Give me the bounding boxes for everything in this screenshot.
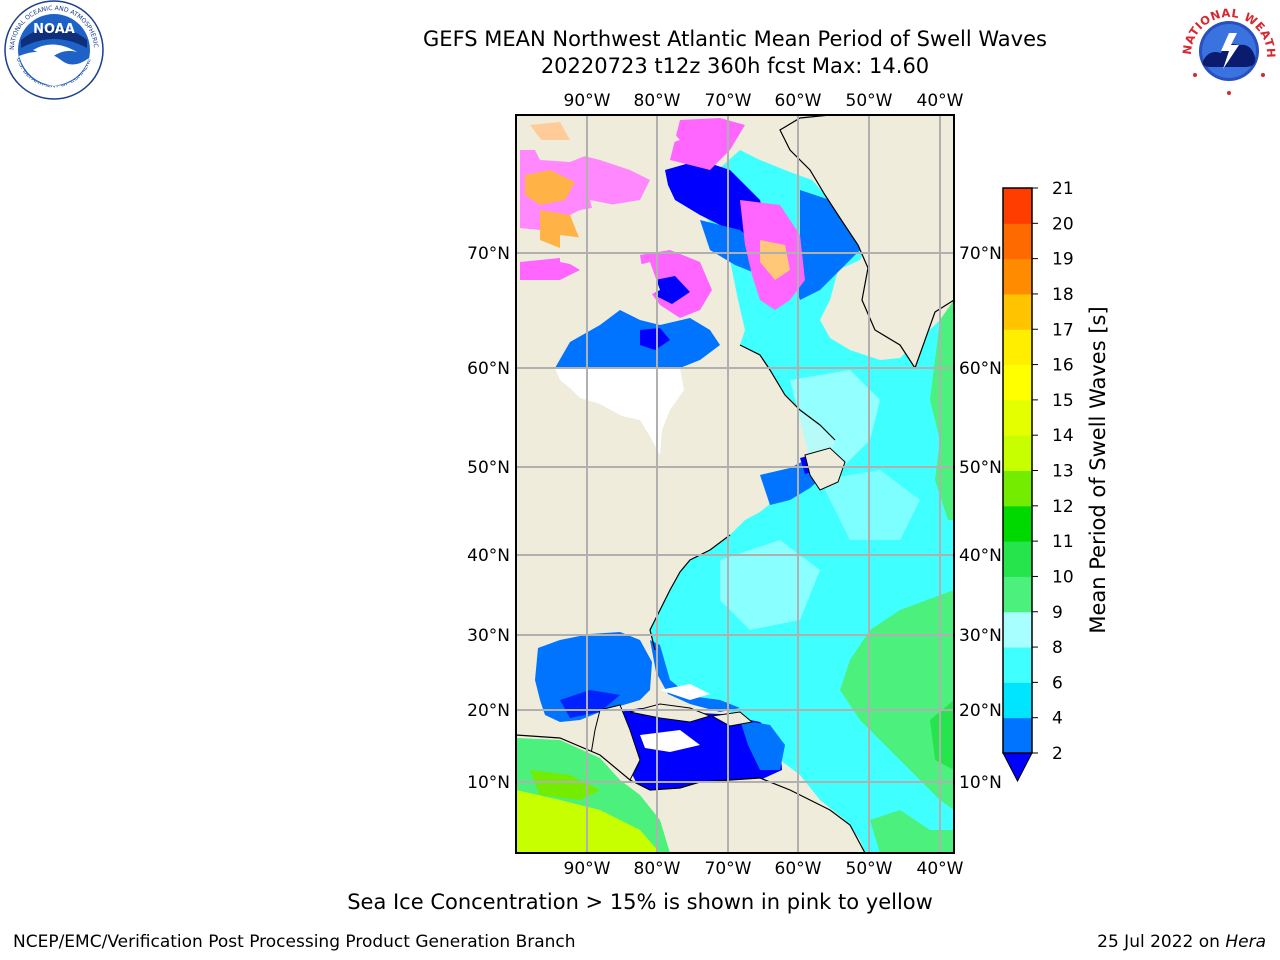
colorbar-tick-label: 19 [1052, 250, 1074, 270]
colorbar-cell [1003, 364, 1032, 401]
lat-label: 70°N [467, 244, 510, 264]
colorbar-tick-label: 9 [1052, 603, 1063, 623]
lon-label: 40°W [917, 91, 964, 111]
colorbar-cells [1003, 188, 1032, 754]
lat-label: 50°N [959, 458, 1002, 478]
sea-ice-note: Sea Ice Concentration > 15% is shown in … [347, 890, 933, 914]
colorbar-cell [1003, 293, 1032, 330]
colorbar-tick-label: 15 [1052, 391, 1074, 411]
colorbar-cell [1003, 258, 1032, 295]
colorbar-cell [1003, 647, 1032, 683]
colorbar-tick-label: 11 [1052, 532, 1074, 552]
right-latitude-labels: 70°N 60°N 50°N 40°N 30°N 20°N 10°N [959, 244, 1002, 793]
colorbar-cell [1003, 576, 1032, 613]
colorbar-tick-label: 10 [1052, 567, 1074, 587]
lon-label: 90°W [564, 91, 611, 111]
colorbar-tick-label: 12 [1052, 497, 1074, 517]
colorbar-cell [1003, 223, 1032, 260]
colorbar-tick-label: 16 [1052, 356, 1074, 376]
noaa-logo: NATIONAL OCEANIC AND ATMOSPHERIC ADMINIS… [3, 0, 104, 100]
bottom-longitude-labels: 90°W 80°W 70°W 60°W 50°W 40°W [564, 859, 964, 879]
colorbar-cell [1003, 399, 1032, 436]
map-frame [515, 114, 955, 854]
lat-label: 40°N [959, 546, 1002, 566]
colorbar-tick-label: 13 [1052, 462, 1074, 482]
lon-label: 60°W [775, 91, 822, 111]
colorbar-cell [1003, 435, 1032, 471]
colorbar: 2 4 6 8 9 10 11 12 13 14 15 16 17 18 19 20 21 [1002, 179, 1074, 783]
colorbar-tick-label: 6 [1052, 673, 1063, 693]
colorbar-cell [1003, 329, 1032, 366]
host-name: Hera [1225, 932, 1266, 952]
colorbar-tick-label: 17 [1052, 320, 1074, 340]
run-date: 25 Jul 2022 on Hera [1097, 932, 1266, 952]
lat-label: 20°N [467, 701, 510, 721]
lat-label: 70°N [959, 244, 1002, 264]
map-field [516, 115, 954, 853]
lat-label: 60°N [467, 359, 510, 379]
lat-label: 30°N [467, 626, 510, 646]
lon-label: 70°W [705, 859, 752, 879]
lat-label: 30°N [959, 626, 1002, 646]
lon-label: 80°W [634, 859, 681, 879]
colorbar-cell [1003, 505, 1032, 542]
colorbar-label: Mean Period of Swell Waves [s] [1086, 306, 1110, 634]
colorbar-cell [1003, 188, 1032, 224]
map-title: GEFS MEAN Northwest Atlantic Mean Period… [423, 27, 1047, 51]
lon-label: 90°W [564, 859, 611, 879]
lon-label: 40°W [917, 859, 964, 879]
lat-label: 10°N [467, 773, 510, 793]
lon-label: 50°W [846, 859, 893, 879]
colorbar-tick-label: 21 [1052, 179, 1074, 199]
colorbar-cell [1003, 470, 1032, 507]
lon-label: 50°W [846, 91, 893, 111]
colorbar-tick-label: 14 [1052, 426, 1074, 446]
noaa-logo-text: NOAA [33, 22, 75, 37]
colorbar-under-arrow [1002, 752, 1033, 783]
lat-label: 40°N [467, 546, 510, 566]
colorbar-ticks: 2 4 6 8 9 10 11 12 13 14 15 16 17 18 19 20 21 [1032, 179, 1074, 764]
producer-credit: NCEP/EMC/Verification Post Processing Pr… [13, 932, 576, 952]
colorbar-tick-label: 8 [1052, 638, 1063, 658]
colorbar-cell [1003, 611, 1032, 648]
map-gridlines [516, 115, 954, 853]
run-date-text: 25 Jul 2022 on [1097, 932, 1220, 952]
lat-label: 50°N [467, 458, 510, 478]
colorbar-cell [1003, 682, 1032, 719]
colorbar-tick-label: 18 [1052, 285, 1074, 305]
left-latitude-labels: 70°N 60°N 50°N 40°N 30°N 20°N 10°N [467, 244, 510, 793]
nws-logo: NATIONAL WEATHER SERVICE [1181, 3, 1277, 97]
lat-label: 10°N [959, 773, 1002, 793]
map-subtitle: 20220723 t12z 360h fcst Max: 14.60 [540, 54, 930, 78]
lat-label: 20°N [959, 701, 1002, 721]
colorbar-tick-label: 20 [1052, 214, 1074, 234]
lon-label: 80°W [634, 91, 681, 111]
lon-label: 70°W [705, 91, 752, 111]
colorbar-tick-label: 4 [1052, 709, 1063, 729]
top-longitude-labels: 90°W 80°W 70°W 60°W 50°W 40°W [564, 91, 964, 111]
lat-label: 60°N [959, 359, 1002, 379]
colorbar-tick-label: 2 [1052, 744, 1063, 764]
colorbar-cell [1003, 717, 1032, 754]
colorbar-cell [1003, 541, 1032, 577]
lon-label: 60°W [775, 859, 822, 879]
